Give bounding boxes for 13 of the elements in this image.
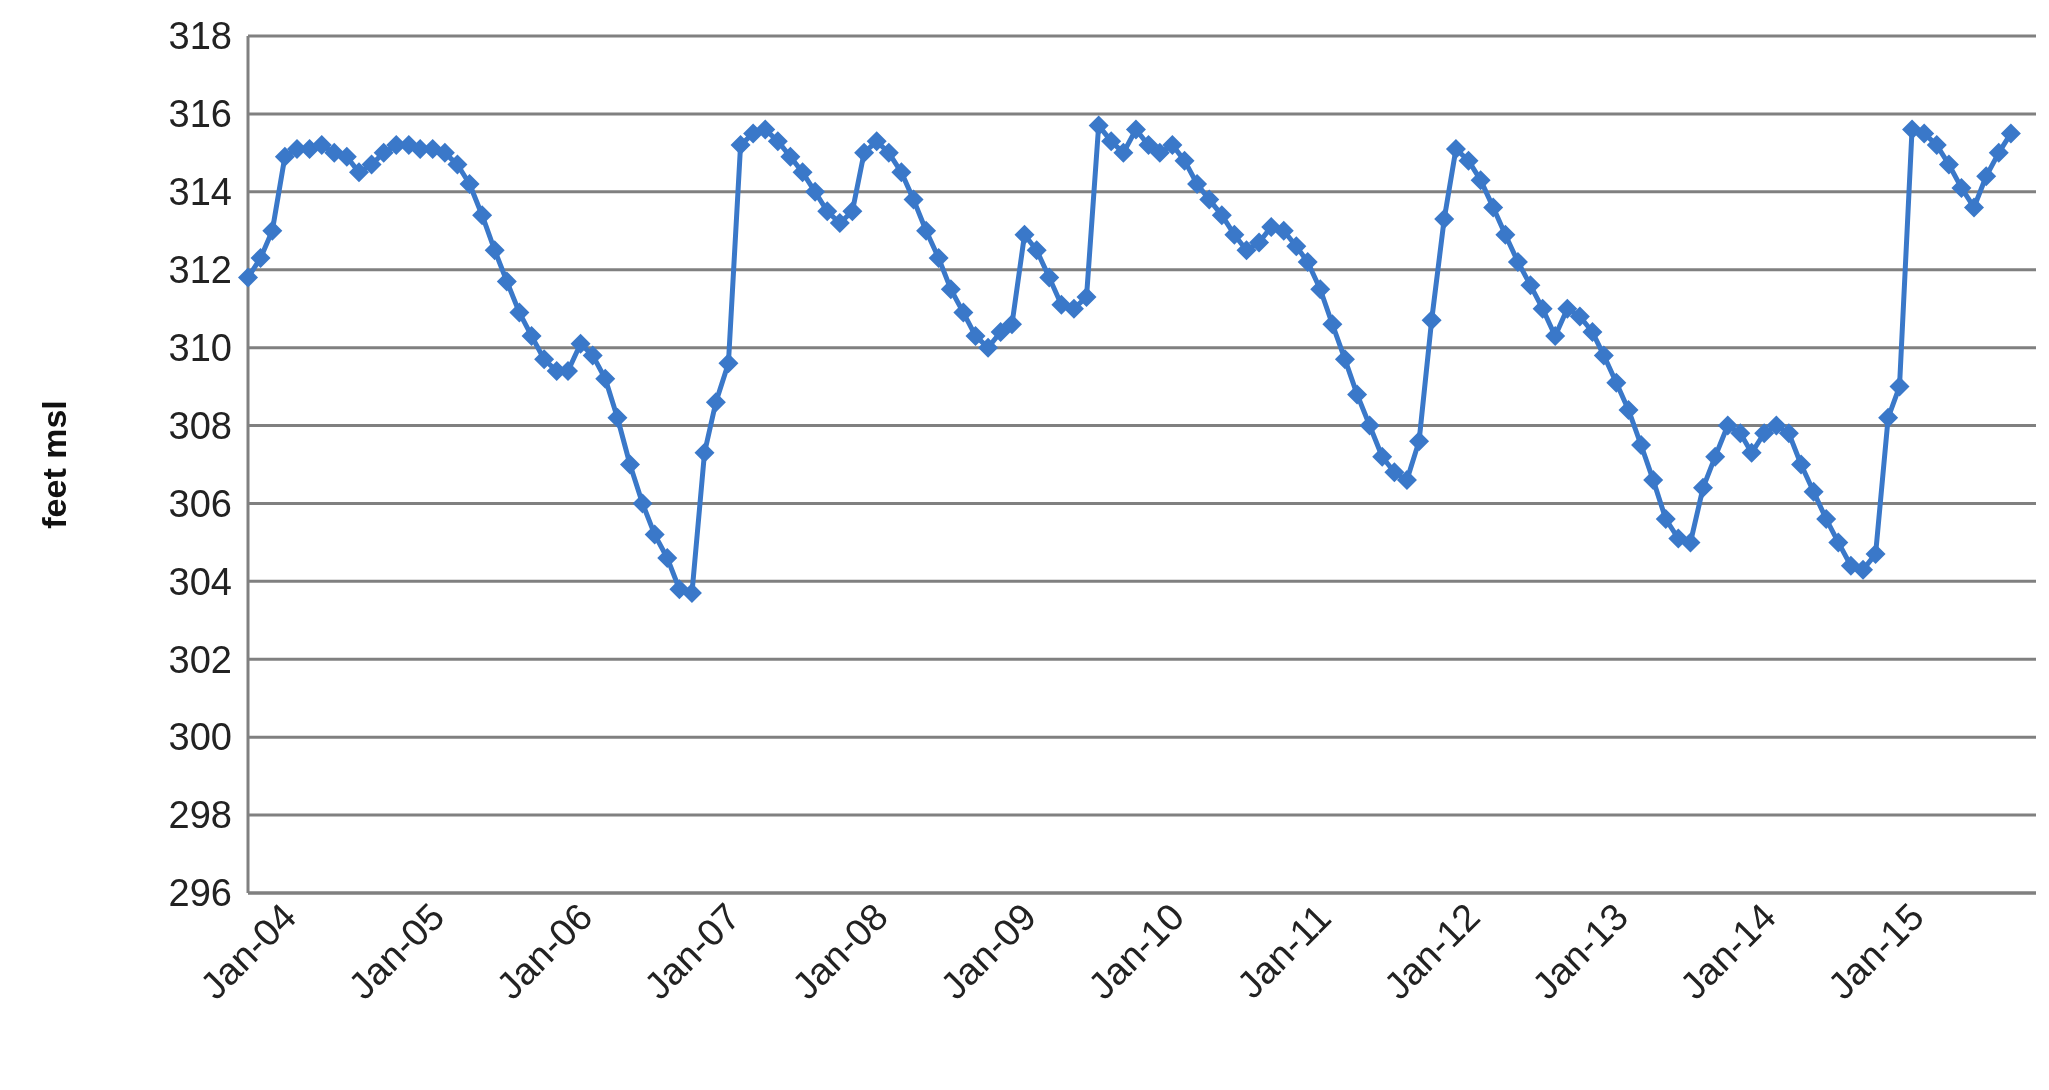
y-tick-label: 298	[168, 794, 232, 837]
y-tick-label: 308	[168, 404, 232, 447]
y-tick-label: 306	[168, 482, 232, 525]
y-tick-label: 316	[168, 93, 232, 136]
y-tick-label: 300	[168, 716, 232, 759]
y-tick-label: 312	[168, 249, 232, 292]
y-tick-label: 304	[168, 560, 232, 603]
y-tick-label: 302	[168, 638, 232, 681]
y-tick-label: 314	[168, 171, 232, 214]
y-tick-label: 296	[168, 872, 232, 915]
y-tick-label: 318	[168, 15, 232, 58]
y-axis-title: feet msl	[35, 400, 73, 529]
y-tick-label: 310	[168, 326, 232, 369]
